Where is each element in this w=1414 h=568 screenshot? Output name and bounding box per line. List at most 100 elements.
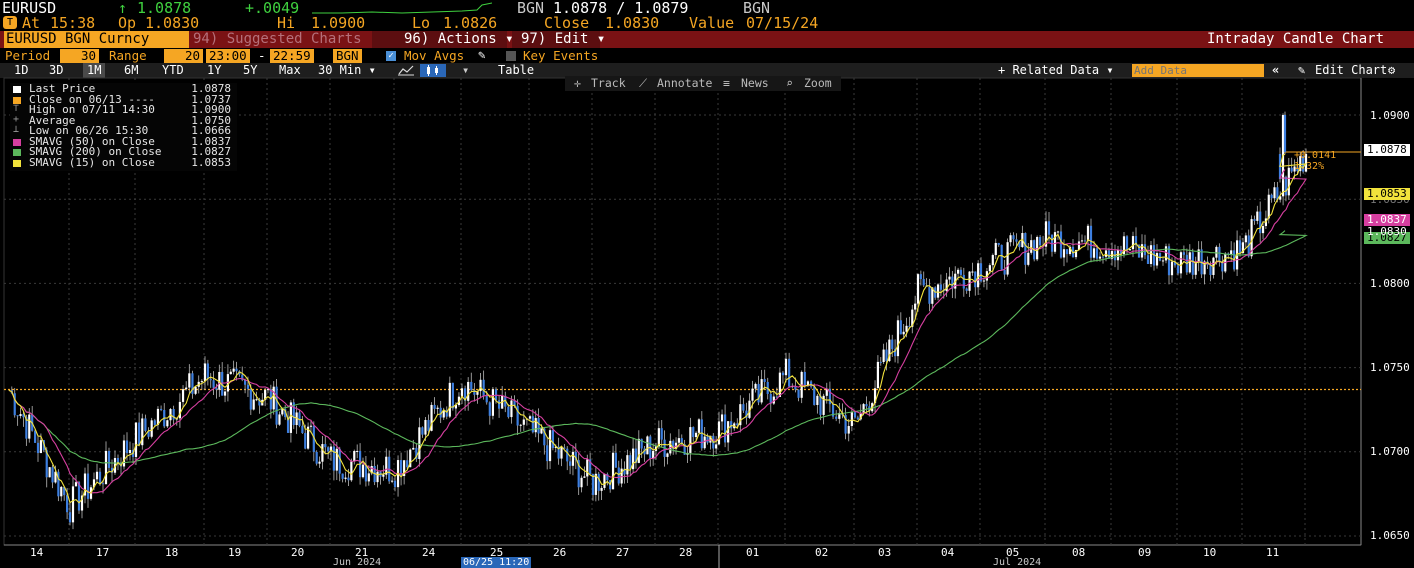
- candle-body: [1128, 249, 1132, 251]
- candle-body: [479, 379, 482, 392]
- candle-body: [1267, 194, 1270, 219]
- edit-chart-pencil-icon[interactable]: ✎: [1298, 63, 1306, 77]
- time-from-input[interactable]: 23:00: [206, 49, 250, 63]
- candle-chart-icon[interactable]: [420, 64, 446, 77]
- range-input[interactable]: 20: [164, 49, 203, 63]
- candle-body: [318, 461, 321, 464]
- high-marker-icon: ⊤: [13, 103, 20, 114]
- tab-5y[interactable]: 5Y: [243, 63, 258, 77]
- x-tick-label: 25: [490, 546, 504, 559]
- chart-type-dropdown[interactable]: ▾: [462, 63, 470, 77]
- candle-body: [806, 381, 810, 386]
- candle-body: [1018, 241, 1021, 248]
- bid-ask: 1.0878 / 1.0879: [553, 0, 689, 17]
- zoom-icon[interactable]: ⌕: [786, 76, 793, 90]
- annotate-button[interactable]: Annotate: [657, 76, 713, 90]
- candle-body: [879, 361, 882, 363]
- candle-body: [537, 418, 540, 434]
- candle-body: [606, 474, 609, 481]
- actions-button[interactable]: 96) Actions ▾: [404, 31, 514, 47]
- candle-body: [1065, 249, 1069, 255]
- candle-body: [439, 407, 442, 418]
- zoom-button[interactable]: Zoom: [804, 76, 832, 90]
- close-label: Close: [544, 14, 590, 32]
- tab-1y[interactable]: 1Y: [207, 63, 222, 77]
- edit-button[interactable]: 97) Edit ▾: [521, 31, 606, 47]
- candle-body: [470, 381, 473, 391]
- news-button[interactable]: News: [741, 76, 769, 90]
- related-data-button[interactable]: + Related Data ▾: [998, 63, 1114, 77]
- candle-body: [1047, 221, 1051, 235]
- candle-body: [125, 440, 129, 454]
- candle-body: [364, 464, 368, 482]
- interval-dropdown[interactable]: 30 Min ▾: [318, 63, 376, 77]
- time-to-input[interactable]: 22:59: [270, 49, 314, 63]
- candle-body: [566, 448, 569, 462]
- legend-label: Average: [29, 113, 76, 127]
- candle-body: [356, 450, 359, 452]
- gear-icon[interactable]: ⚙: [1388, 63, 1396, 77]
- track-button[interactable]: Track: [591, 76, 626, 90]
- edit-chart-button[interactable]: Edit Chart: [1315, 63, 1388, 77]
- candle-body: [513, 400, 516, 406]
- tab-ytd[interactable]: YTD: [162, 63, 184, 77]
- tab-1d[interactable]: 1D: [14, 63, 29, 77]
- candle-body: [427, 419, 430, 431]
- tab-6m[interactable]: 6M: [124, 63, 139, 77]
- candle-body: [951, 276, 954, 289]
- candle-body: [22, 414, 25, 418]
- source-input[interactable]: BGN: [333, 49, 362, 63]
- candle-body: [304, 433, 307, 449]
- candle-body: [828, 388, 832, 405]
- candle-body: [141, 418, 144, 446]
- candle-body: [403, 460, 406, 477]
- sma200-tag: 1.0827: [1364, 232, 1410, 244]
- news-icon[interactable]: ≡: [723, 76, 730, 90]
- candle-body: [1080, 240, 1084, 242]
- x-tick-label: 05: [1006, 546, 1020, 559]
- period-input[interactable]: 30: [60, 49, 99, 63]
- candle-body: [700, 419, 703, 449]
- tab-3d[interactable]: 3D: [49, 63, 64, 77]
- high-label: Hi: [277, 14, 296, 32]
- candle-body: [548, 430, 552, 462]
- candle-body: [448, 382, 451, 417]
- candle-body: [634, 448, 638, 463]
- mov-avgs-checkbox[interactable]: ✓: [386, 51, 396, 61]
- candle-body: [246, 384, 250, 389]
- candle-body: [974, 271, 977, 288]
- candle-body: [1140, 244, 1144, 258]
- candle-body: [1170, 261, 1174, 276]
- collapse-icon[interactable]: «: [1272, 63, 1280, 77]
- tab-1m[interactable]: 1M: [83, 63, 106, 78]
- tab-max[interactable]: Max: [279, 63, 301, 77]
- candle-body: [286, 417, 290, 433]
- x-tick-label: 26: [553, 546, 567, 559]
- security-field[interactable]: EURUSD BGN Curncy: [4, 31, 189, 48]
- open-label: Op: [118, 14, 137, 32]
- suggested-charts-button[interactable]: 94) Suggested Charts: [193, 31, 362, 47]
- candle-body: [150, 420, 153, 437]
- candle-body: [720, 414, 724, 422]
- terminal-icon[interactable]: T: [3, 16, 17, 29]
- table-button[interactable]: Table: [498, 63, 535, 77]
- annotate-icon[interactable]: ⟋: [639, 76, 648, 90]
- candle-body: [1134, 236, 1138, 246]
- add-data-input[interactable]: [1134, 64, 1262, 77]
- candle-body: [739, 404, 742, 426]
- x-tick-label: 08: [1072, 546, 1086, 559]
- candle-body: [522, 419, 525, 425]
- candle-body: [98, 471, 102, 484]
- line-chart-icon[interactable]: [398, 65, 414, 76]
- time-value: 15:38: [50, 14, 96, 32]
- candle-body: [914, 303, 917, 310]
- pencil-icon[interactable]: ✎: [478, 47, 486, 62]
- track-icon[interactable]: ✛: [574, 76, 581, 90]
- candle-body: [571, 451, 575, 466]
- candle-body: [200, 381, 203, 383]
- candle-body: [554, 446, 557, 448]
- low-label: Lo: [412, 14, 431, 32]
- candle-body: [80, 495, 84, 511]
- key-events-checkbox[interactable]: [506, 51, 516, 61]
